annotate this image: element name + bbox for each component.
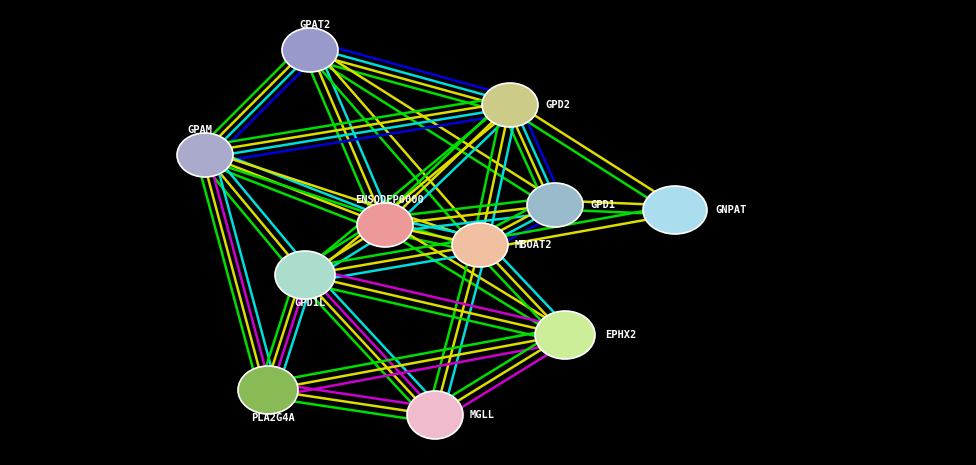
Text: GPD1L: GPD1L: [295, 298, 326, 308]
Ellipse shape: [482, 83, 538, 127]
Text: PLA2G4A: PLA2G4A: [251, 413, 295, 423]
Text: GPD2: GPD2: [545, 100, 570, 110]
Text: GPD1: GPD1: [590, 200, 615, 210]
Ellipse shape: [452, 223, 508, 267]
Ellipse shape: [282, 28, 338, 72]
Ellipse shape: [238, 366, 298, 414]
Text: MBOAT2: MBOAT2: [515, 240, 552, 250]
Text: GPAM: GPAM: [187, 125, 213, 135]
Ellipse shape: [177, 133, 233, 177]
Text: MGLL: MGLL: [470, 410, 495, 420]
Ellipse shape: [643, 186, 707, 234]
Ellipse shape: [407, 391, 463, 439]
Text: GPAT2: GPAT2: [300, 20, 331, 30]
Ellipse shape: [535, 311, 595, 359]
Ellipse shape: [275, 251, 335, 299]
Text: ENSODEP0000: ENSODEP0000: [355, 195, 425, 205]
Text: EPHX2: EPHX2: [605, 330, 636, 340]
Ellipse shape: [357, 203, 413, 247]
Text: GNPAT: GNPAT: [715, 205, 747, 215]
Ellipse shape: [527, 183, 583, 227]
